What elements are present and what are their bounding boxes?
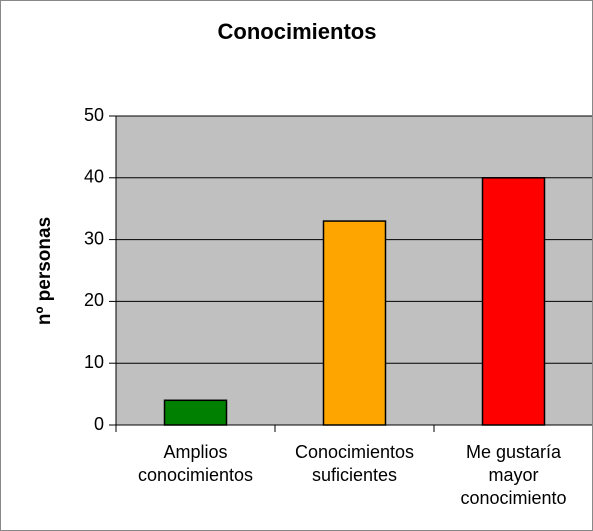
- y-tick-label: 10: [84, 352, 104, 372]
- y-tick-label: 0: [94, 414, 104, 434]
- x-tick-label: Conocimientos suficientes: [294, 442, 415, 485]
- x-tick-label: Amplios conocimientos: [137, 442, 254, 485]
- x-tick-label: Me gustaría mayor conocimiento: [460, 442, 567, 508]
- bar: [322, 220, 387, 426]
- y-tick-label: 40: [84, 167, 104, 187]
- bar: [163, 399, 228, 426]
- y-tick-label: 30: [84, 228, 104, 248]
- y-tick-label: 50: [84, 105, 104, 125]
- y-axis-label: nº personas: [34, 217, 55, 325]
- y-tick-label: 20: [84, 290, 104, 310]
- chart-title: Conocimientos: [218, 19, 377, 44]
- bar: [481, 177, 546, 426]
